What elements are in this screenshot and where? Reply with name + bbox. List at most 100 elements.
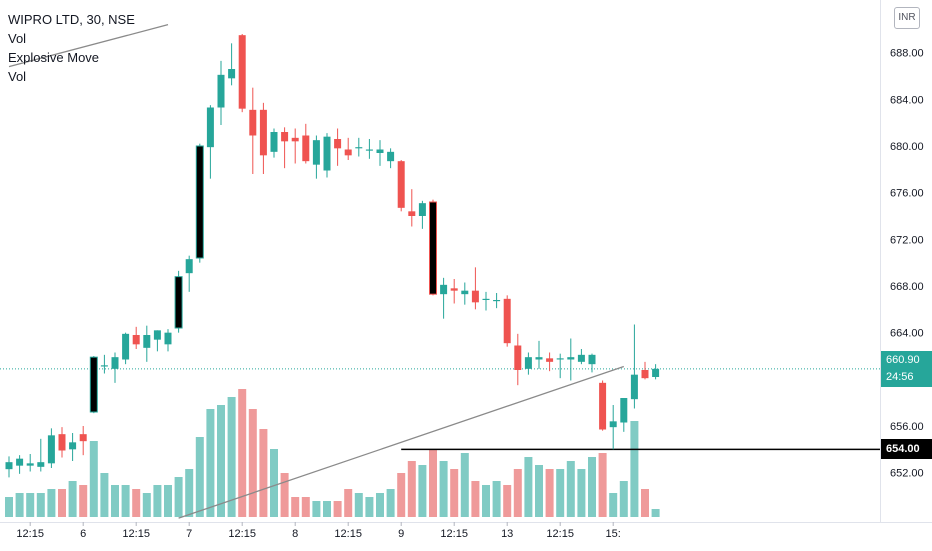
volume-bar bbox=[15, 493, 24, 517]
candle-body bbox=[122, 333, 130, 360]
volume-bar bbox=[312, 501, 321, 517]
candle bbox=[143, 325, 151, 362]
candle bbox=[599, 380, 607, 431]
candle-body bbox=[153, 330, 161, 340]
candle bbox=[630, 324, 638, 409]
volume-bar bbox=[153, 485, 162, 517]
candle-body bbox=[556, 358, 564, 360]
candle-body bbox=[185, 259, 193, 274]
volume-bar bbox=[354, 493, 363, 517]
candle bbox=[588, 353, 596, 373]
explosive-candle bbox=[195, 143, 204, 263]
volume-bar bbox=[407, 461, 416, 517]
volume-bar bbox=[513, 469, 522, 517]
candle bbox=[418, 200, 426, 229]
symbol-title[interactable]: WIPRO LTD, 30, NSE bbox=[8, 12, 135, 27]
candle-body bbox=[79, 434, 87, 442]
price-axis[interactable] bbox=[880, 0, 932, 522]
candle bbox=[471, 267, 479, 310]
candle-body bbox=[291, 137, 299, 142]
volume-bar bbox=[545, 469, 554, 517]
candle-body bbox=[609, 421, 617, 428]
candle bbox=[37, 438, 45, 472]
indicator-volume-label-2[interactable]: Vol bbox=[8, 69, 27, 84]
candle-body bbox=[450, 288, 458, 291]
candle-body bbox=[524, 357, 532, 369]
candle bbox=[556, 353, 564, 379]
volume-bar bbox=[270, 449, 278, 517]
volume-bar bbox=[651, 509, 660, 517]
candle-body bbox=[567, 357, 575, 360]
candle-body bbox=[482, 298, 490, 300]
candle bbox=[312, 135, 320, 179]
candle-body bbox=[344, 149, 352, 156]
volume-bar bbox=[535, 465, 543, 517]
candle bbox=[26, 454, 34, 472]
candle-body bbox=[429, 201, 437, 295]
candle-body bbox=[620, 398, 628, 423]
volume-bar bbox=[460, 453, 469, 517]
candle-body bbox=[546, 358, 554, 362]
candle-body bbox=[355, 147, 363, 149]
volume-bar bbox=[376, 493, 384, 517]
candle-body bbox=[238, 35, 246, 109]
candle bbox=[652, 364, 660, 380]
volume-bar bbox=[238, 389, 247, 517]
candle bbox=[100, 354, 108, 374]
time-axis[interactable] bbox=[0, 522, 932, 551]
candle-body bbox=[100, 365, 108, 367]
candle bbox=[132, 326, 140, 349]
candle bbox=[609, 405, 617, 450]
candle-body bbox=[228, 69, 236, 79]
candle-body bbox=[503, 298, 511, 344]
volume-bar bbox=[185, 469, 194, 517]
volume-bar bbox=[630, 421, 639, 517]
candle bbox=[270, 128, 278, 158]
currency-badge[interactable]: INR bbox=[894, 7, 920, 29]
candle-body bbox=[365, 149, 373, 151]
candle bbox=[228, 43, 236, 86]
candle-body bbox=[577, 354, 585, 362]
candle-body bbox=[164, 332, 172, 345]
candle-body bbox=[16, 458, 24, 466]
candle bbox=[334, 128, 342, 166]
indicator-volume-label[interactable]: Vol bbox=[8, 31, 27, 46]
horizontal-line-price-tag: 654.00 bbox=[881, 439, 932, 459]
volume-bar bbox=[227, 397, 236, 517]
volume-bar bbox=[142, 493, 151, 517]
candle bbox=[376, 140, 384, 166]
volume-bar bbox=[482, 485, 490, 517]
indicator-explosive-move-label[interactable]: Explosive Move bbox=[8, 50, 100, 65]
candle bbox=[365, 139, 373, 159]
volume-bar bbox=[598, 453, 607, 517]
candle bbox=[620, 398, 628, 432]
volume-bar bbox=[429, 449, 437, 517]
candle-body bbox=[312, 140, 320, 165]
candle bbox=[387, 148, 395, 169]
candle-body bbox=[652, 368, 660, 377]
explosive-candle bbox=[89, 356, 98, 414]
volume-bar bbox=[492, 481, 501, 517]
trendline-lower-ascending bbox=[178, 365, 625, 519]
volume-bar bbox=[344, 489, 353, 517]
candle bbox=[153, 330, 161, 352]
candle bbox=[546, 352, 554, 372]
candle-body bbox=[259, 109, 267, 156]
candle-body bbox=[323, 136, 331, 171]
candle bbox=[482, 291, 490, 311]
volume-bar bbox=[100, 473, 109, 517]
explosive-candle bbox=[429, 199, 437, 296]
candle bbox=[323, 133, 331, 178]
candle-body bbox=[418, 203, 426, 216]
candle bbox=[344, 137, 352, 160]
volume-bar bbox=[174, 477, 183, 517]
volume-bar bbox=[132, 489, 141, 517]
candle-body bbox=[588, 354, 596, 365]
candle-body bbox=[440, 284, 448, 295]
candle-body bbox=[37, 462, 45, 467]
volume-bar bbox=[248, 409, 257, 517]
volume-bar bbox=[259, 429, 268, 517]
candle-body bbox=[535, 357, 543, 360]
